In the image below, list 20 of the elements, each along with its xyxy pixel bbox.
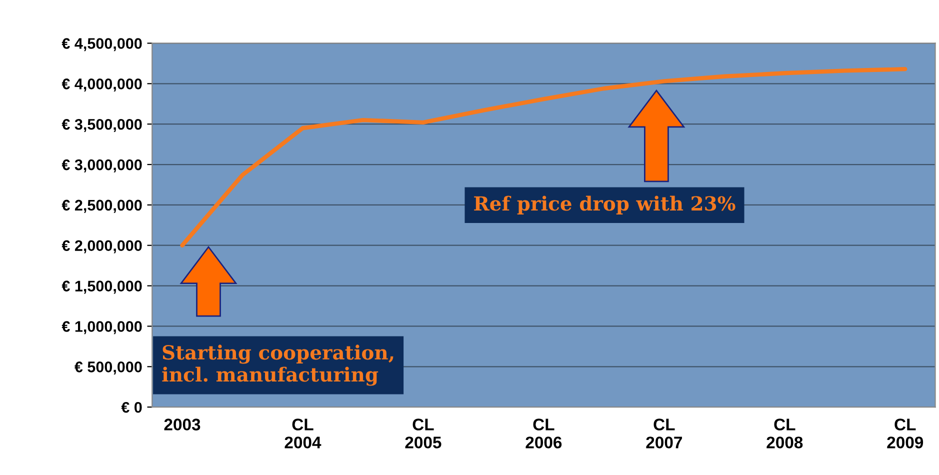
y-tick-label: € 4,500,000 bbox=[62, 38, 142, 52]
y-tick-label: € 500,000 bbox=[74, 362, 142, 375]
y-tick-label: € 0 bbox=[121, 402, 142, 413]
x-tick-label: 2003 bbox=[164, 418, 200, 430]
y-tick-label: € 2,000,000 bbox=[62, 240, 142, 254]
y-tick-label: € 4,000,000 bbox=[62, 78, 142, 92]
y-tick-label: € 1,500,000 bbox=[62, 280, 142, 294]
y-tick-label: € 1,000,000 bbox=[62, 321, 142, 334]
x-tick-label: CL 2004 bbox=[284, 418, 322, 448]
x-tick-label: CL 2007 bbox=[646, 418, 682, 448]
y-tick-label: € 3,500,000 bbox=[62, 118, 142, 132]
annotation: Ref price drop with 23% bbox=[474, 196, 736, 215]
y-tick-label: € 2,500,000 bbox=[62, 200, 142, 213]
x-tick-label: CL 2005 bbox=[405, 418, 442, 448]
line-series bbox=[180, 67, 908, 248]
x-tick-label: CL 2009 bbox=[887, 418, 924, 448]
y-tick-label: € 3,000,000 bbox=[62, 159, 142, 172]
x-tick-label: CL 2008 bbox=[766, 418, 803, 448]
x-tick-label: CL 2006 bbox=[526, 418, 562, 448]
annotation: Starting cooperation, incl. manufacturing bbox=[162, 344, 394, 386]
